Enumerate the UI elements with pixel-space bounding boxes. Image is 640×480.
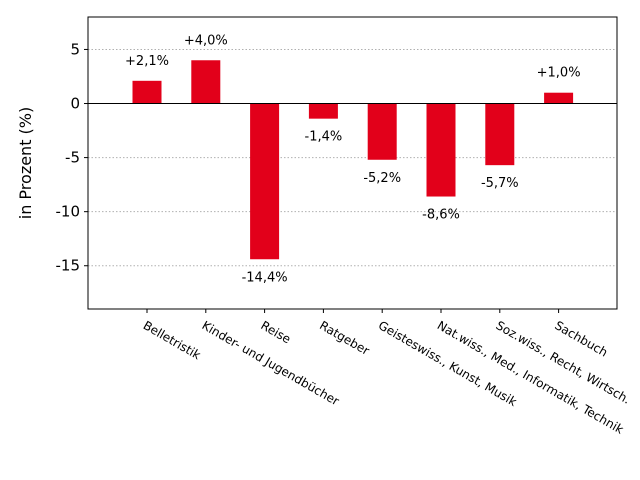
data-label: -14,4%: [242, 270, 288, 285]
data-label: +1,0%: [537, 66, 581, 81]
bar: [485, 103, 515, 166]
y-tick-label: 0: [70, 95, 80, 113]
bar: [191, 60, 221, 104]
x-tick-label: Ratgeber: [317, 318, 372, 358]
y-axis-ticks: 5 0 -5 -10 -15: [56, 40, 88, 275]
y-axis-title: in Prozent (%): [16, 107, 35, 219]
bar: [250, 103, 280, 260]
x-tick-label: Reise: [258, 318, 293, 346]
y-tick-label: 5: [70, 40, 80, 58]
data-label: +4,0%: [184, 33, 228, 48]
data-label: -8,6%: [422, 208, 460, 223]
bars: [132, 60, 574, 260]
bar: [308, 103, 338, 119]
plot-frame: [87, 16, 618, 310]
y-tick-label: -5: [65, 149, 80, 167]
bar: [426, 103, 456, 197]
data-labels: +2,1% +4,0% -14,4% -1,4% -5,2% -8,6% -5,7% +1,0…: [125, 33, 581, 285]
data-label: -5,7%: [481, 176, 519, 191]
data-label: -1,4%: [305, 130, 343, 145]
data-label: -5,2%: [363, 171, 401, 186]
bar: [367, 103, 397, 160]
data-label: +2,1%: [125, 54, 169, 69]
bar: [132, 80, 162, 104]
grid-lines: [88, 48, 617, 267]
y-tick-label: -10: [56, 203, 81, 221]
bar: [544, 92, 574, 104]
x-tick-label: Belletristik: [141, 318, 203, 362]
y-tick-label: -15: [56, 257, 81, 275]
